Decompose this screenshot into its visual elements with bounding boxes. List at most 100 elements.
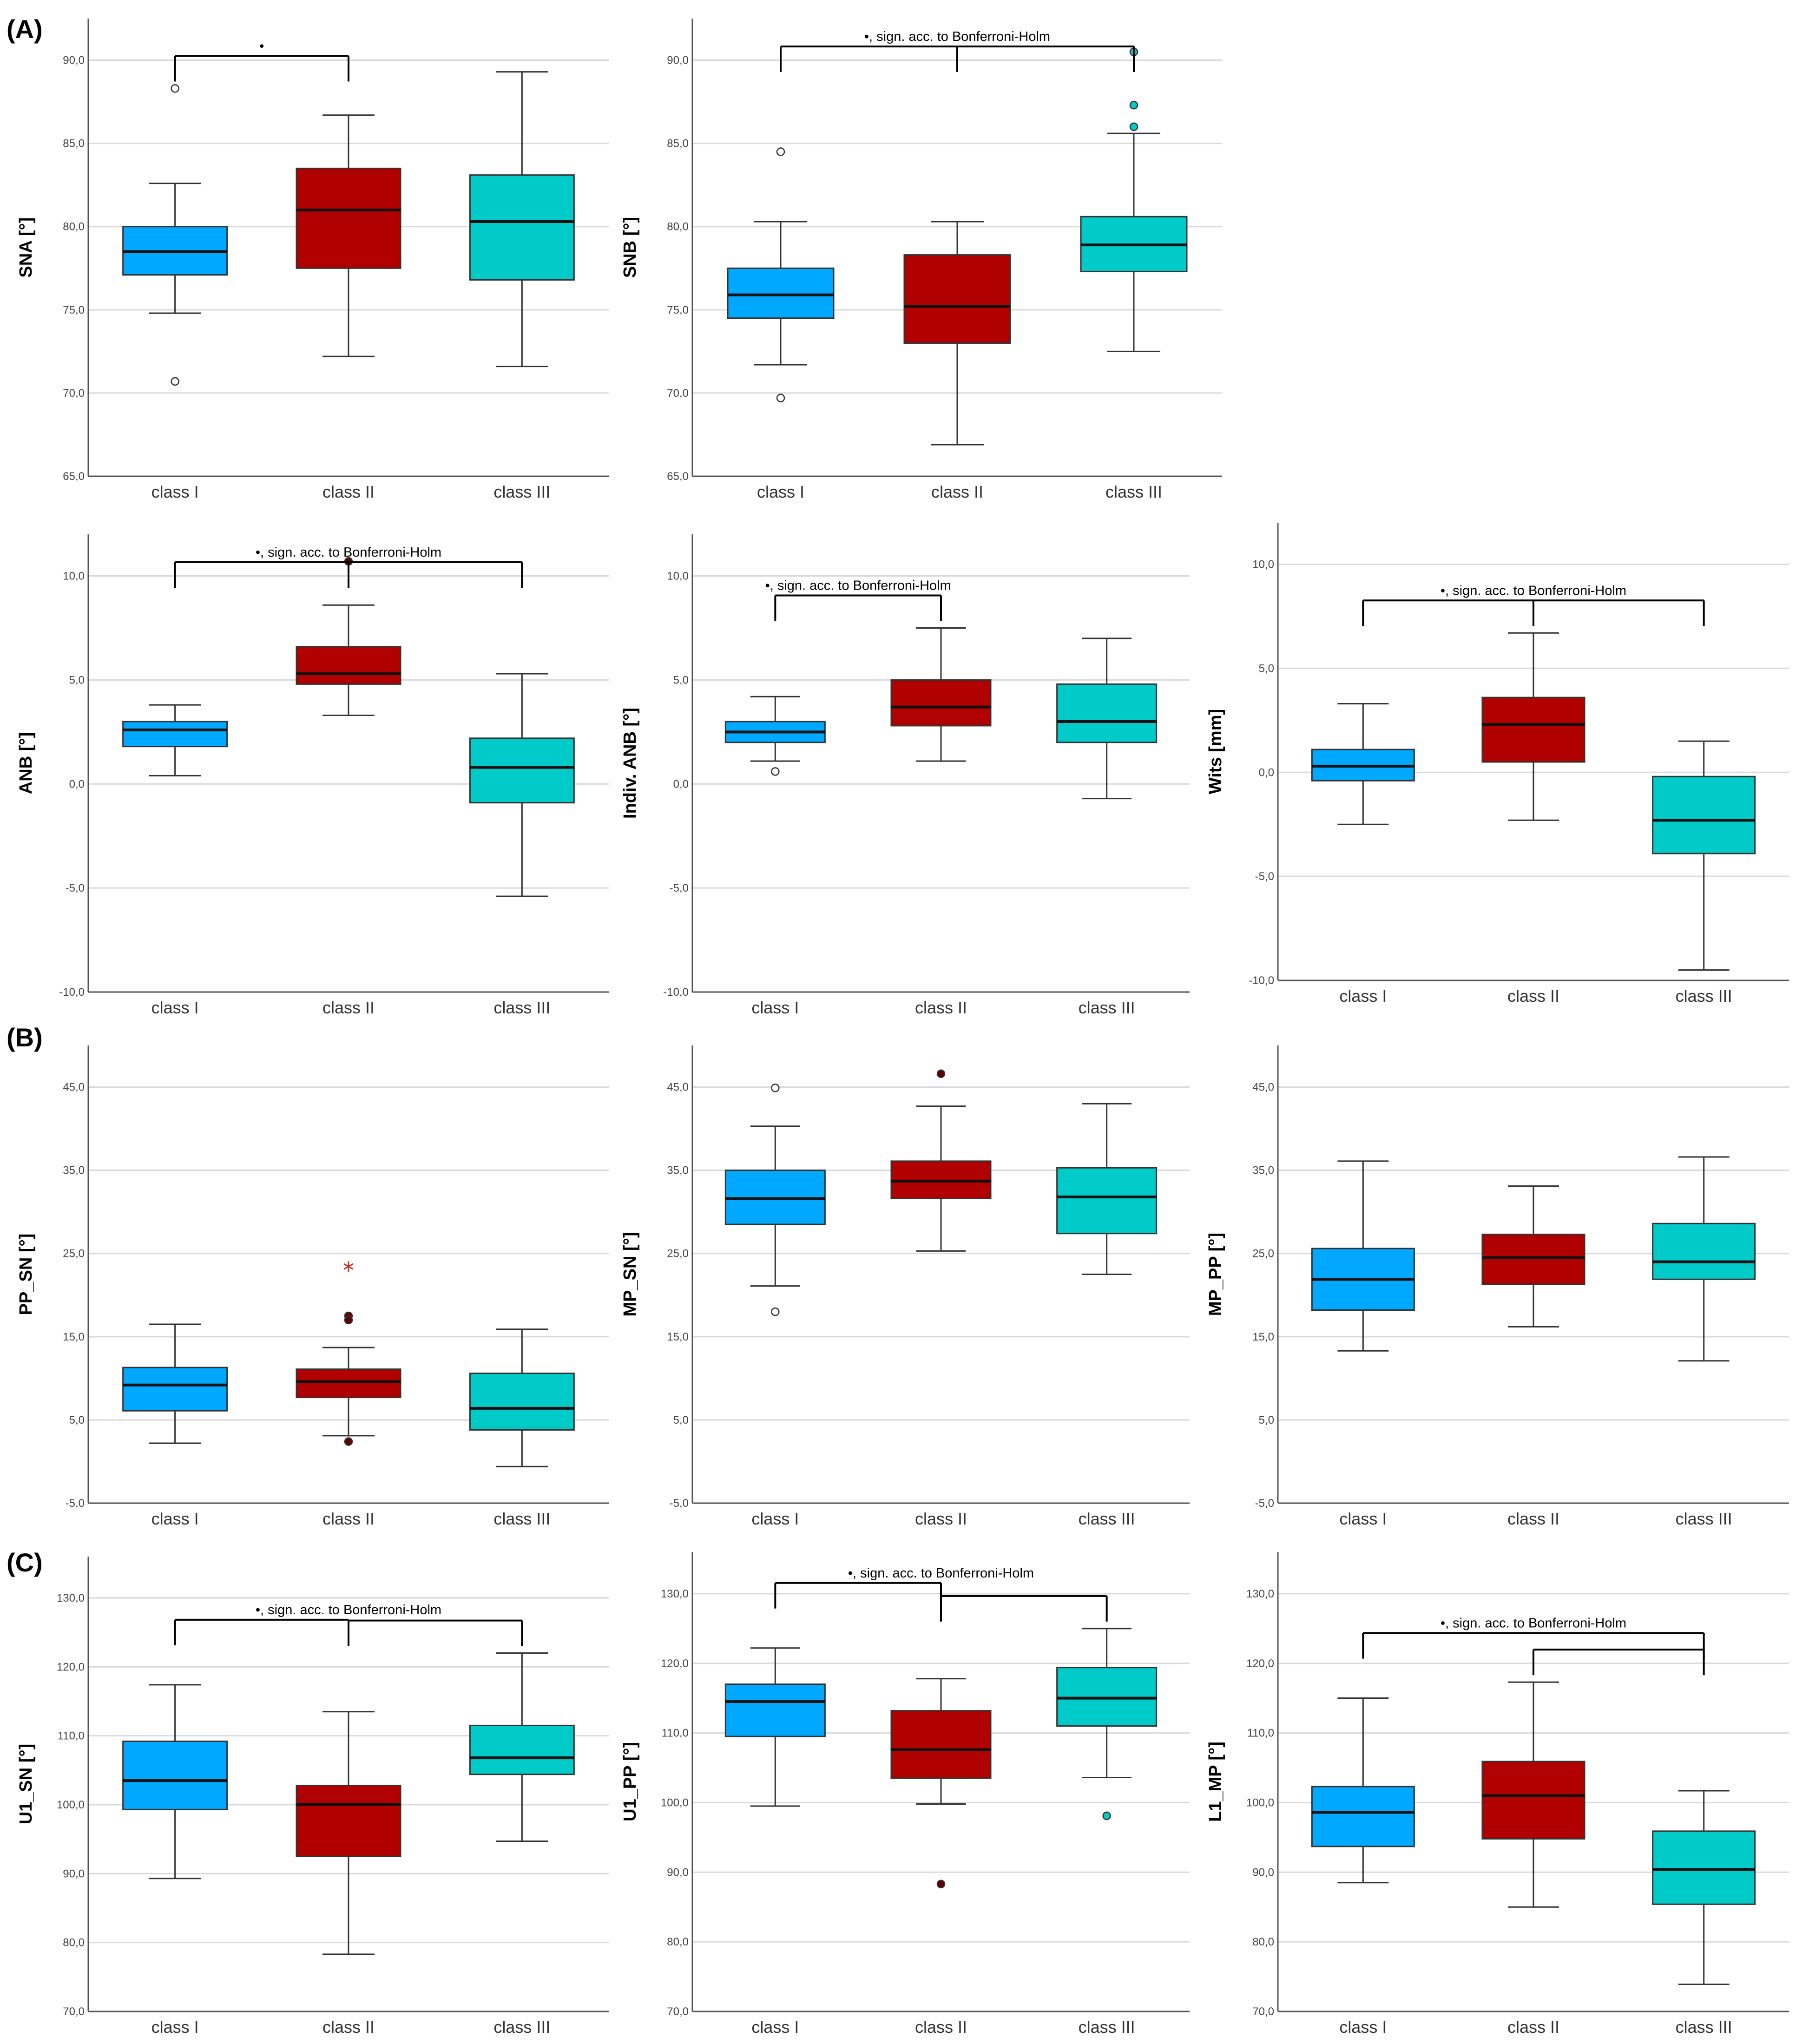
box-iqr [296,1784,401,1857]
significance-bracket [956,46,1135,72]
box-iqr [122,1741,228,1810]
y-tick-label: 10,0 [1252,559,1274,571]
chart-svg: -10,0 -5,0 0,0 5,0 10,0 ANB [°] class I class I… [16,534,609,1017]
outlier-point [171,377,179,386]
y-tick-label: -10,0 [663,986,689,999]
chart-sna: 65,0 70,0 75,0 80,0 85,0 90,0 SNA [°] class I cl… [14,12,623,509]
y-tick-label: 35,0 [1252,1164,1274,1177]
y-tick-label: 85,0 [63,138,85,150]
x-category-label: class II [915,998,967,1017]
y-tick-label: 70,0 [1252,2005,1274,2018]
y-tick-label: 15,0 [667,1331,689,1343]
x-category-label: class I [151,482,199,501]
y-axis-label: MP_PP [°] [1206,1233,1225,1316]
x-category-label: class II [322,1509,375,1528]
significance-annotation: •, sign. acc. to Bonferroni-Holm [256,545,441,560]
box-2 [1481,1681,1585,1908]
x-category-label: class III [1676,2018,1732,2037]
significance-bracket [940,1595,1108,1622]
box-1 [724,1647,826,1807]
box-1 [1311,1697,1415,1884]
y-tick-label: 15,0 [1252,1331,1274,1343]
outlier-point [771,767,780,776]
box-iqr [727,267,835,319]
box-1 [122,1323,228,1444]
x-category-label: class I [1339,2018,1387,2037]
x-category-label: class II [1507,2018,1559,2037]
box-iqr [890,679,992,727]
box-2: ∗ [296,1257,401,1446]
box-3 [1652,1156,1756,1362]
box-iqr [1481,1761,1585,1840]
box-2 [296,557,401,716]
y-tick-label: 5,0 [1259,1414,1274,1426]
outlier-point [1129,101,1138,110]
box-iqr [469,1724,575,1775]
significance-bracket [348,1619,523,1646]
significance-bracket [1362,599,1705,626]
significance-annotation: •, sign. acc. to Bonferroni-Holm [256,1603,441,1617]
y-tick-label: 120,0 [57,1661,85,1673]
x-category-label: class I [751,2018,799,2037]
significance-bracket [774,594,942,621]
y-tick-label: -5,0 [66,882,85,894]
significance-annotation: •, sign. acc. to Bonferroni-Holm [848,1566,1034,1581]
y-tick-label: 5,0 [673,674,689,686]
section-label-c: (C) [7,1548,43,1577]
chart-svg: -10,0 -5,0 0,0 5,0 10,0 Indiv. ANB [°] class I… [620,534,1190,1017]
significance-bracket [174,1618,349,1645]
y-tick-label: 45,0 [667,1081,689,1094]
y-tick-label: 75,0 [63,304,85,316]
box-iqr [122,1367,228,1412]
box-iqr [1481,1234,1585,1285]
y-axis-label: U1_SN [°] [16,1744,36,1825]
x-category-label: class III [1079,1509,1135,1528]
x-category-label: class I [151,998,199,1017]
y-tick-label: 90,0 [667,1866,689,1879]
outlier-point [771,1307,780,1316]
y-tick-label: 90,0 [667,54,689,67]
box-1 [724,696,826,776]
x-category-label: class II [915,1509,967,1528]
y-tick-label: 120,0 [1246,1657,1274,1670]
outlier-point [771,1084,780,1092]
chart-svg: 70,0 80,0 90,0 100,0 110,0 120,0 130,0 U1_SN [°… [16,1557,609,2037]
chart-svg: -5,0 5,0 15,0 25,0 35,0 45,0 MP_SN [°] class I c… [620,1045,1190,1528]
y-tick-label: 100,0 [57,1799,85,1811]
box-1 [724,1084,826,1316]
box-2 [890,1678,992,1889]
chart-u1-pp: 70,0 80,0 90,0 100,0 110,0 120,0 130,0 U1_PP [°… [618,1545,1204,2044]
x-category-label: class II [915,2018,967,2037]
box-3 [1056,1628,1158,1821]
y-tick-label: 25,0 [63,1248,85,1260]
outlier-point [936,1069,946,1078]
chart-svg: 70,0 80,0 90,0 100,0 110,0 120,0 130,0 L1_MP [°… [1206,1552,1789,2037]
y-tick-label: 130,0 [661,1588,689,1600]
y-tick-label: 70,0 [667,2005,689,2018]
x-category-label: class I [151,1509,199,1528]
box-2 [890,1069,992,1252]
y-tick-label: 80,0 [667,1936,689,1948]
significance-bracket [174,561,523,588]
y-tick-label: 120,0 [661,1657,689,1670]
y-axis-label: ANB [°] [16,732,36,794]
y-tick-label: 65,0 [667,470,689,483]
y-tick-label: 80,0 [63,221,85,233]
y-axis-label: SNB [°] [620,217,640,278]
y-axis-label: L1_MP [°] [1206,1742,1225,1822]
y-tick-label: -5,0 [1255,1497,1274,1510]
y-tick-label: 80,0 [1252,1936,1274,1948]
y-tick-label: 80,0 [63,1937,85,1949]
x-category-label: class I [1339,1509,1387,1528]
box-1 [122,704,228,776]
y-tick-label: 35,0 [63,1164,85,1177]
box-iqr [1056,1167,1158,1235]
box-1 [122,84,228,386]
y-tick-label: 110,0 [58,1730,85,1742]
y-axis-label: MP_SN [°] [620,1232,640,1317]
y-tick-label: 45,0 [1252,1081,1274,1094]
box-iqr [1056,683,1158,743]
chart-anb: -10,0 -5,0 0,0 5,0 10,0 ANB [°] class I class I… [14,527,623,1025]
x-category-label: class II [322,482,375,501]
